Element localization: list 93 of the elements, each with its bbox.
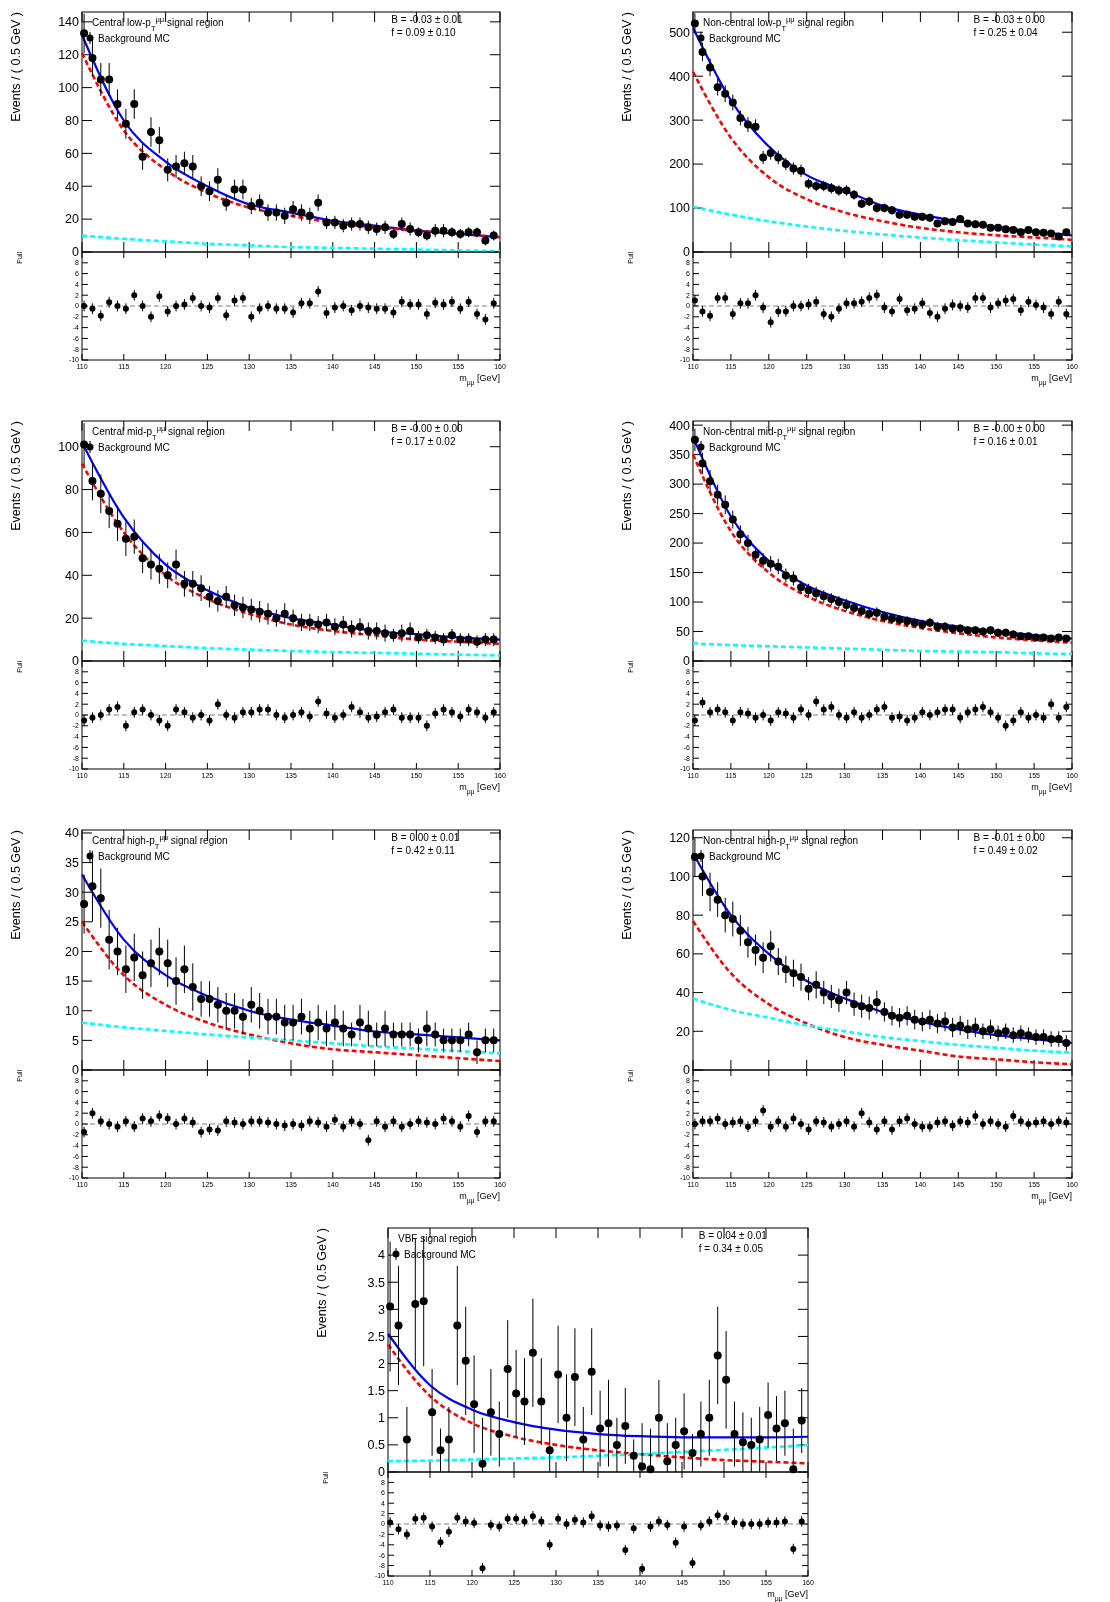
y-axis-title: Events / ( 0.5 GeV ): [620, 421, 634, 531]
y-axis-title: Events / ( 0.5 GeV ): [620, 12, 634, 122]
x-axis-title: m$_{μμ}$ [GeV]: [459, 782, 500, 796]
y-tick-label: 40: [65, 826, 80, 841]
legend-label: Background MC: [709, 33, 781, 44]
legend-label: Background MC: [709, 442, 781, 453]
annotation: B = -0.01 ± 0.00: [973, 832, 1046, 843]
y-tick-label: 20: [65, 611, 80, 626]
y-tick-label: 100: [669, 595, 691, 610]
y-tick-label: 25: [65, 915, 80, 930]
legend-label: Background MC: [98, 442, 170, 453]
y-tick-label: 1.5: [367, 1384, 386, 1399]
y-tick-label: 2: [378, 1356, 386, 1371]
y-tick-label: 20: [676, 1024, 691, 1039]
y-tick-label: 0: [72, 654, 80, 669]
y-tick-label: 0: [683, 1063, 691, 1078]
x-axis-title: m$_{μμ}$ [GeV]: [1031, 1191, 1072, 1205]
annotation: f = 0.42 ± 0.11: [391, 845, 456, 856]
annotation: B = -0.00 ± 0.00: [391, 423, 464, 434]
y-tick-label: 10: [65, 1004, 80, 1019]
y-tick-label: 3.5: [367, 1275, 386, 1290]
y-tick-label: 500: [669, 25, 691, 40]
y-tick-label: 200: [669, 536, 691, 551]
y-tick-label: 35: [65, 855, 80, 870]
y-tick-label: 300: [669, 113, 691, 128]
y-tick-label: 200: [669, 157, 691, 172]
y-tick-label: 3: [378, 1302, 386, 1317]
x-axis-title: m$_{μμ}$ [GeV]: [459, 373, 500, 387]
y-axis-title: Events / ( 0.5 GeV ): [9, 12, 23, 122]
y-tick-label: 0: [378, 1465, 386, 1480]
y-tick-label: 0.5: [367, 1438, 386, 1453]
annotation: f = 0.34 ± 0.05: [698, 1243, 764, 1254]
y-tick-label: 1: [378, 1411, 386, 1426]
y-tick-label: 80: [676, 908, 691, 923]
legend-title: Central low-p$_{T}$$^{μμ}$ signal region: [92, 14, 224, 33]
y-tick-label: 100: [669, 201, 691, 216]
y-tick-label: 2.5: [367, 1329, 386, 1344]
y-tick-label: 60: [676, 947, 691, 962]
y-tick-label: 350: [669, 447, 691, 462]
y-tick-label: 300: [669, 477, 691, 492]
annotation: B = -0.03 ± 0.01: [391, 14, 464, 25]
y-tick-label: 15: [65, 974, 80, 989]
annotation: f = 0.17 ± 0.02: [391, 436, 456, 447]
y-tick-label: 60: [65, 146, 80, 161]
x-axis-title: m$_{μμ}$ [GeV]: [1031, 782, 1072, 796]
y-tick-label: 400: [669, 69, 691, 84]
y-axis-title: Events / ( 0.5 GeV ): [315, 1228, 329, 1338]
y-axis-title: Events / ( 0.5 GeV ): [620, 830, 634, 940]
y-tick-label: 0: [72, 1063, 80, 1078]
y-tick-label: 20: [65, 212, 80, 227]
y-tick-label: 20: [65, 944, 80, 959]
y-tick-label: 100: [58, 80, 80, 95]
legend-title: Non-central low-p$_{T}$$^{μμ}$ signal region: [703, 14, 855, 33]
annotation: f = 0.49 ± 0.02: [973, 845, 1039, 856]
y-tick-label: 4: [378, 1248, 386, 1263]
y-tick-label: 80: [65, 113, 80, 128]
annotation: f = 0.16 ± 0.01: [973, 436, 1039, 447]
annotation: B = 0.00 ± 0.01: [391, 832, 460, 843]
annotation: B = 0.04 ± 0.01: [698, 1230, 768, 1241]
legend-label: Background MC: [709, 851, 781, 862]
legend-label: Background MC: [98, 33, 170, 44]
legend-title: Non-central mid-p$_{T}$$^{μμ}$ signal region: [703, 423, 856, 442]
y-tick-label: 30: [65, 885, 80, 900]
y-tick-label: 120: [58, 48, 80, 63]
y-tick-label: 0: [683, 245, 691, 260]
y-axis-title: Events / ( 0.5 GeV ): [9, 421, 23, 531]
y-tick-label: 60: [65, 525, 80, 540]
legend-title: Non-central high-p$_{T}$$^{μμ}$ signal region: [703, 832, 858, 851]
y-tick-label: 100: [669, 869, 691, 884]
y-tick-label: 250: [669, 506, 691, 521]
annotation: f = 0.09 ± 0.10: [391, 27, 456, 38]
y-tick-label: 40: [676, 985, 691, 1000]
y-tick-label: 150: [669, 565, 691, 580]
annotation: B = -0.03 ± 0.00: [973, 14, 1046, 25]
x-axis-title: m$_{μμ}$ [GeV]: [1031, 373, 1072, 387]
y-tick-label: 50: [676, 624, 691, 639]
y-tick-label: 40: [65, 179, 80, 194]
y-tick-label: 120: [669, 831, 691, 846]
legend-title: Central mid-p$_{T}$$^{μμ}$ signal region: [92, 423, 225, 442]
y-axis-title: Events / ( 0.5 GeV ): [9, 830, 23, 940]
y-tick-label: 0: [683, 654, 691, 669]
annotation: B = -0.00 ± 0.00: [973, 423, 1046, 434]
annotation: f = 0.25 ± 0.04: [973, 27, 1039, 38]
x-axis-title: m$_{μμ}$ [GeV]: [767, 1589, 808, 1602]
y-tick-label: 80: [65, 482, 80, 497]
y-tick-label: 100: [58, 440, 80, 455]
y-tick-label: 0: [72, 245, 80, 260]
x-axis-title: m$_{μμ}$ [GeV]: [459, 1191, 500, 1205]
y-tick-label: 5: [72, 1033, 80, 1048]
legend-label: Background MC: [98, 851, 170, 862]
y-tick-label: 40: [65, 568, 80, 583]
y-tick-label: 400: [669, 418, 691, 433]
y-tick-label: 140: [58, 15, 80, 30]
